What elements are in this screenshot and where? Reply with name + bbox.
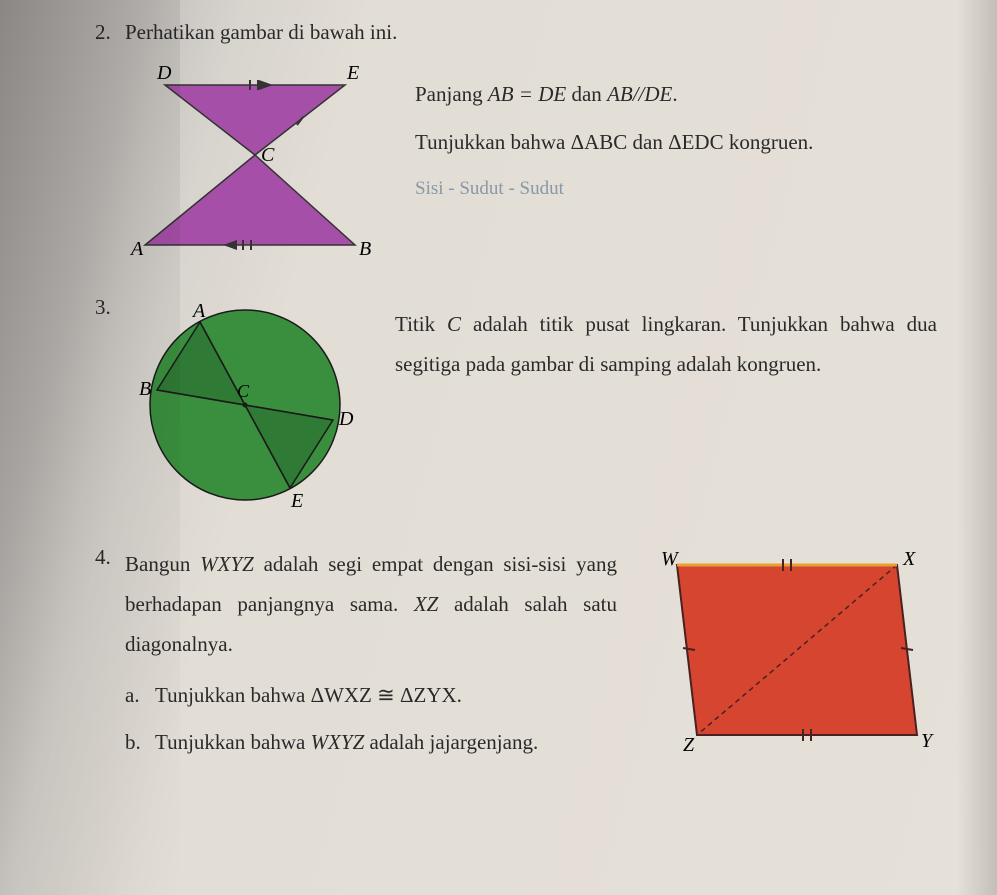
svg-text:A: A — [129, 238, 144, 260]
problem-number: 2. — [95, 20, 125, 45]
figure-bowtie: D E C A B — [125, 55, 385, 265]
page-edge-shadow — [957, 0, 997, 895]
p2-line2: Tunjukkan bahwa ΔABC dan ΔEDC kongruen. — [415, 123, 937, 163]
svg-text:C: C — [261, 144, 275, 166]
p3-text: Titik C adalah titik pusat lingkaran. Tu… — [395, 305, 937, 385]
p2-line1: Panjang AB = DE dan AB//DE. — [415, 75, 937, 115]
svg-text:C: C — [237, 381, 250, 401]
svg-text:W: W — [661, 548, 680, 570]
svg-text:E: E — [346, 62, 359, 84]
p4-intro: Bangun WXYZ adalah segi empat dengan sis… — [125, 545, 617, 665]
svg-text:E: E — [290, 490, 303, 512]
svg-text:Y: Y — [921, 730, 934, 752]
svg-text:A: A — [191, 300, 206, 322]
svg-text:X: X — [902, 548, 916, 570]
problem-4: 4. Bangun WXYZ adalah segi empat dengan … — [95, 545, 937, 760]
problem-2: 2. Perhatikan gambar di bawah ini. — [95, 20, 937, 265]
svg-text:Z: Z — [683, 734, 695, 755]
svg-text:B: B — [139, 378, 151, 400]
p4-part-a: a. Tunjukkan bahwa ΔWXZ ≅ ΔZYX. — [125, 679, 617, 713]
svg-text:D: D — [338, 408, 354, 430]
p4-part-b: b. Tunjukkan bahwa WXYZ adalah jajargenj… — [125, 726, 617, 760]
svg-text:D: D — [156, 62, 172, 84]
figure-parallelogram: W X Y Z — [647, 545, 937, 755]
figure-circle: A B C D E — [125, 295, 365, 515]
problem-number: 4. — [95, 545, 125, 570]
problem-2-intro: Perhatikan gambar di bawah ini. — [125, 20, 937, 45]
problem-3: 3. A B C D — [95, 295, 937, 515]
handwritten-note: Sisi - Sudut - Sudut — [415, 171, 937, 207]
problem-number: 3. — [95, 295, 125, 320]
svg-text:B: B — [359, 238, 371, 260]
